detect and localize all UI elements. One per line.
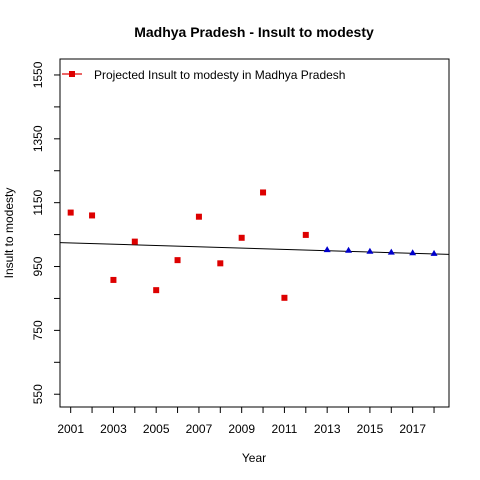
x-tick-label: 2005 <box>143 422 170 436</box>
y-tick-label: 750 <box>31 320 45 340</box>
x-tick-label: 2009 <box>228 422 255 436</box>
chart-title: Madhya Pradesh - Insult to modesty <box>134 24 374 40</box>
y-tick-label: 950 <box>31 256 45 276</box>
legend: Projected Insult to modesty in Madhya Pr… <box>62 68 345 82</box>
observed-point <box>174 257 181 264</box>
x-tick-label: 2001 <box>57 422 84 436</box>
projected-point <box>345 246 353 253</box>
projected-point <box>409 249 417 256</box>
data-points <box>67 189 438 301</box>
observed-point <box>260 189 267 196</box>
legend-label: Projected Insult to modesty in Madhya Pr… <box>94 68 345 82</box>
y-axis: 550 750 950 1150 1350 1550 <box>31 61 60 404</box>
observed-point <box>67 209 74 216</box>
x-tick-label: 2003 <box>100 422 127 436</box>
y-tick-label: 1550 <box>31 61 45 88</box>
plot-border <box>59 58 450 408</box>
x-tick-label: 2007 <box>186 422 213 436</box>
x-axis: 2001 2003 2005 2007 2009 2011 2013 2015 2017 <box>57 407 435 436</box>
y-axis-label: Insult to modesty <box>2 188 16 279</box>
x-tick-label: 2011 <box>272 422 298 436</box>
y-tick-label: 1350 <box>31 125 45 152</box>
x-tick-label: 2013 <box>314 422 341 436</box>
trend-line <box>59 242 450 255</box>
observed-point <box>89 212 96 219</box>
x-tick-label: 2017 <box>399 422 426 436</box>
x-tick-label: 2015 <box>357 422 384 436</box>
projected-point <box>323 246 331 253</box>
observed-point <box>131 238 138 245</box>
trend-line-group <box>59 242 450 255</box>
y-tick-label: 550 <box>31 384 45 404</box>
observed-point <box>302 231 309 238</box>
projected-point <box>430 249 438 256</box>
observed-point <box>110 276 117 283</box>
observed-point <box>195 213 202 220</box>
observed-point <box>238 234 245 241</box>
y-tick-label: 1150 <box>31 189 45 215</box>
x-axis-label: Year <box>242 451 266 465</box>
legend-marker <box>69 71 75 77</box>
observed-point <box>153 287 160 294</box>
observed-point <box>217 260 224 267</box>
projected-point <box>387 248 395 255</box>
observed-point <box>281 294 288 301</box>
plot-frame <box>59 58 450 408</box>
projected-point <box>366 247 374 254</box>
